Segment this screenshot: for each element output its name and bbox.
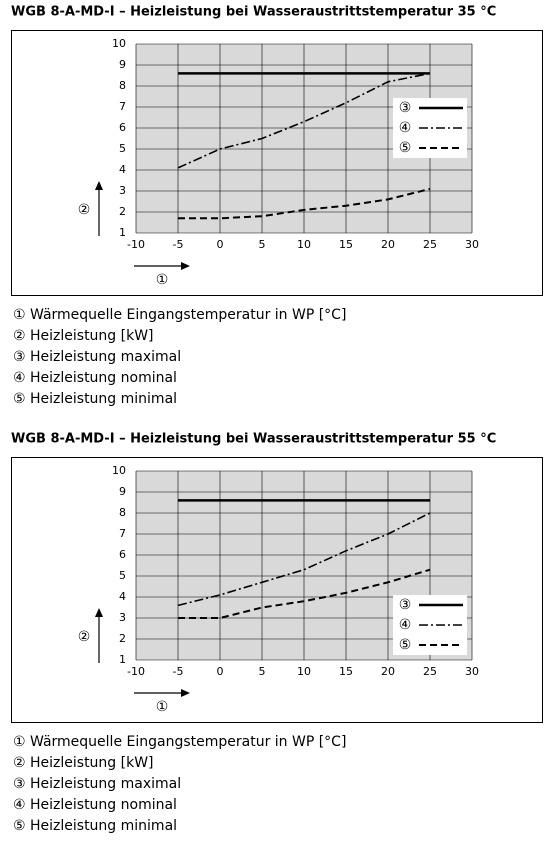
legend-label: ⑤ [399,140,412,156]
x-tick-label: -10 [127,238,145,251]
note: ⑤ Heizleistung minimal [13,391,177,407]
y-tick-label: 1 [119,653,126,666]
y-tick-label: 9 [119,485,126,498]
x-tick-label: 25 [423,665,437,678]
legend-label: ④ [399,120,412,136]
x-tick-label: 0 [217,665,224,678]
series-line [178,568,431,619]
legend-label: ③ [399,100,412,116]
y-tick-label: 5 [119,142,126,155]
x-tick-label: 15 [339,665,353,678]
y-tick-label: 8 [119,79,126,92]
chart-frame [11,30,543,296]
y-axis-label: ② [78,629,91,645]
note: ① Wärmequelle Eingangstemperatur in WP [… [13,307,346,323]
x-tick-label: 30 [465,665,479,678]
series-line [177,512,431,607]
note: ④ Heizleistung nominal [13,797,177,813]
y-tick-label: 1 [119,226,126,239]
y-tick-label: 8 [119,506,126,519]
arrow-head [95,181,103,190]
x-tick-label: 25 [423,238,437,251]
x-tick-label: 20 [381,238,395,251]
y-axis-label: ② [78,202,91,218]
x-tick-label: -5 [173,665,184,678]
legend-label: ⑤ [399,637,412,653]
note: ② Heizleistung [kW] [13,755,154,771]
y-tick-label: 7 [119,100,126,113]
legend-label: ③ [399,597,412,613]
x-tick-label: -5 [173,238,184,251]
chart-frame [11,457,543,723]
series-line [177,72,431,169]
y-tick-label: 3 [119,184,126,197]
x-tick-label: 15 [339,238,353,251]
x-tick-label: 10 [297,238,311,251]
x-axis-label: ① [156,699,169,715]
note: ③ Heizleistung maximal [13,349,181,365]
arrow-head [181,689,190,697]
y-tick-label: 7 [119,527,126,540]
x-tick-label: 20 [381,665,395,678]
y-tick-label: 4 [119,163,126,176]
note: ⑤ Heizleistung minimal [13,818,177,834]
arrow-head [181,262,190,270]
x-tick-label: -10 [127,665,145,678]
y-tick-label: 6 [119,548,126,561]
x-tick-label: 5 [259,238,266,251]
y-tick-label: 10 [112,464,126,477]
x-tick-label: 10 [297,665,311,678]
chart-title: WGB 8-A-MD-I – Heizleistung bei Wasserau… [11,5,496,20]
y-tick-label: 5 [119,569,126,582]
note: ③ Heizleistung maximal [13,776,181,792]
chart-title: WGB 8-A-MD-I – Heizleistung bei Wasserau… [11,432,496,447]
legend-label: ④ [399,617,412,633]
y-tick-label: 4 [119,590,126,603]
y-tick-label: 3 [119,611,126,624]
x-tick-label: 0 [217,238,224,251]
series-line [178,187,431,220]
x-tick-label: 5 [259,665,266,678]
arrow-head [95,608,103,617]
note: ① Wärmequelle Eingangstemperatur in WP [… [13,734,346,750]
x-tick-label: 30 [465,238,479,251]
y-tick-label: 9 [119,58,126,71]
y-tick-label: 10 [112,37,126,50]
y-tick-label: 2 [119,205,126,218]
y-tick-label: 6 [119,121,126,134]
y-tick-label: 2 [119,632,126,645]
note: ④ Heizleistung nominal [13,370,177,386]
x-axis-label: ① [156,272,169,288]
note: ② Heizleistung [kW] [13,328,154,344]
